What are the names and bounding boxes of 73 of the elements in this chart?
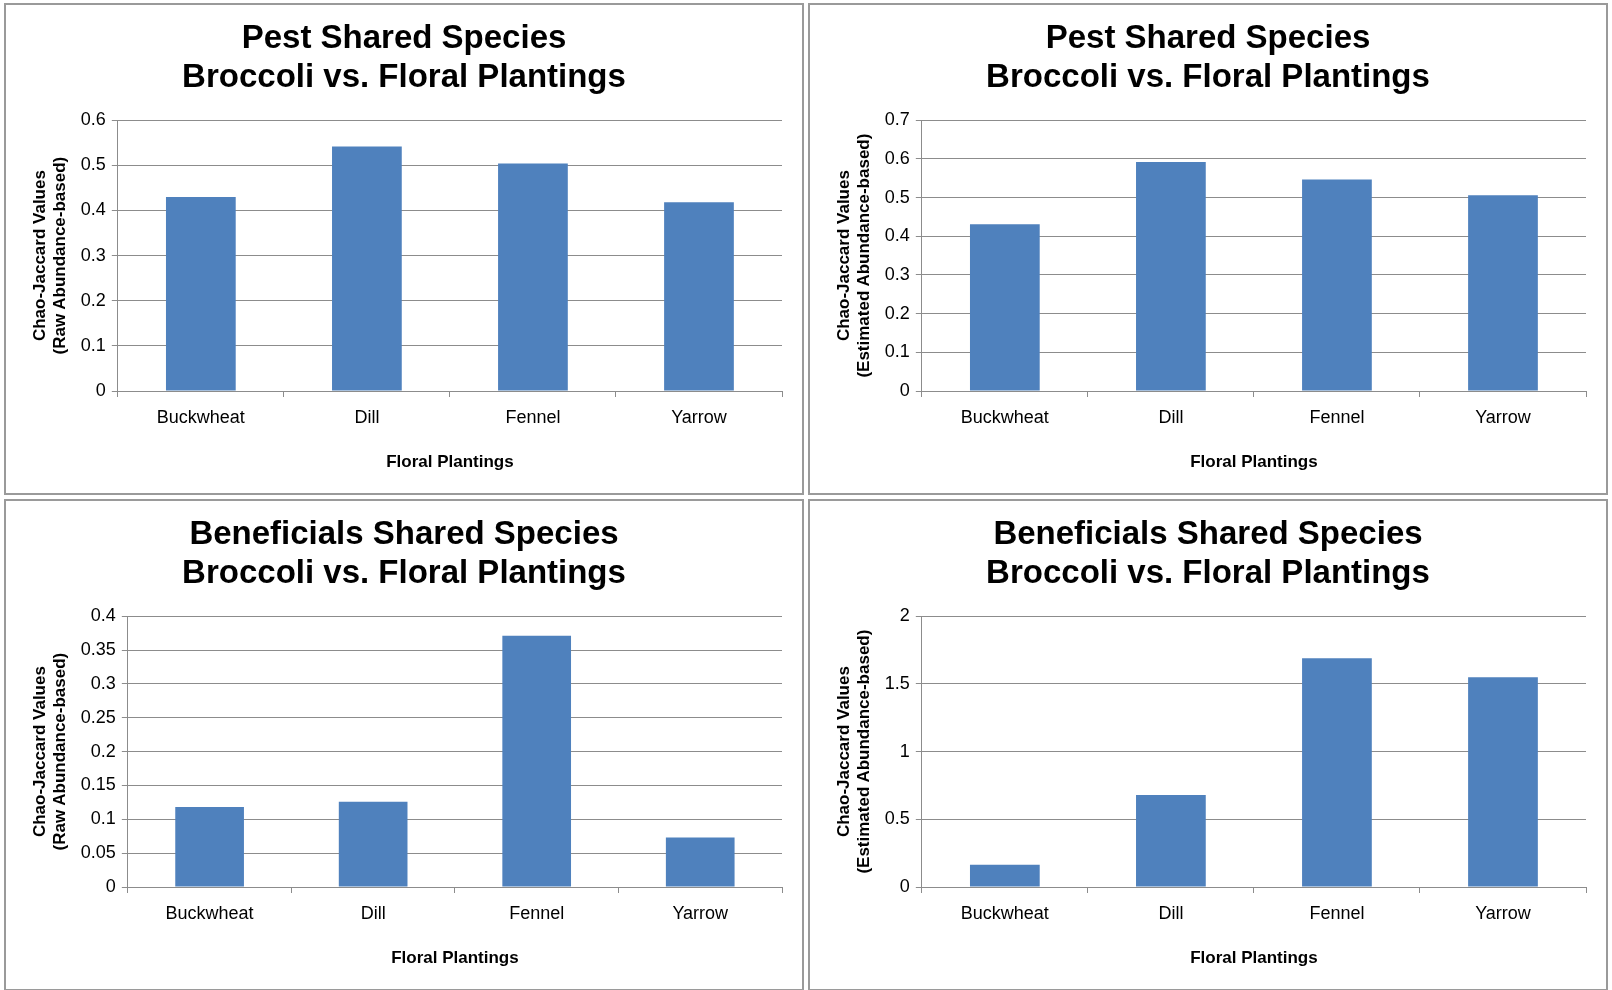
- x-axis-title: Floral Plantings: [1190, 452, 1318, 472]
- y-tick-label: 0.4: [80, 199, 106, 220]
- y-tick-label: 0.4: [884, 225, 910, 246]
- y-tick-label: 0.6: [80, 109, 106, 130]
- x-tick-label: Dill: [1158, 902, 1184, 923]
- y-tick-label: 0.1: [90, 808, 116, 829]
- y-tick-label: 0.3: [884, 263, 910, 284]
- y-axis-title: Chao-Jaccard Values (Estimated Abundance-based): [833, 133, 874, 378]
- y-tick-label: 0.15: [80, 774, 116, 795]
- bar: [175, 807, 244, 887]
- bar: [1302, 658, 1372, 887]
- y-tick-label: 0.5: [80, 154, 106, 175]
- x-tick-label: Yarrow: [672, 902, 730, 923]
- x-tick-label: Yarrow: [671, 406, 728, 427]
- y-axis-title: Chao-Jaccard Values (Raw Abundance-based): [29, 156, 70, 355]
- y-tick-label: 0.7: [884, 109, 910, 130]
- y-tick-label: 0.2: [80, 289, 106, 310]
- y-axis-title: Chao-Jaccard Values (Estimated Abundance-based): [833, 629, 874, 874]
- y-tick-label: 0.2: [90, 740, 116, 761]
- bar: [1136, 794, 1206, 887]
- x-tick-label: Dill: [360, 902, 386, 923]
- x-tick-label: Yarrow: [1475, 406, 1532, 427]
- bar: [1302, 179, 1372, 391]
- x-tick-label: Fennel: [509, 902, 565, 923]
- y-tick-label: 0: [105, 875, 116, 896]
- bar: [498, 163, 568, 391]
- bar: [502, 635, 572, 887]
- bar: [1136, 161, 1206, 391]
- bar: [969, 864, 1040, 887]
- x-tick-label: Dill: [1158, 406, 1184, 427]
- x-tick-label: Buckwheat: [156, 406, 245, 427]
- x-axis-title: Floral Plantings: [386, 452, 514, 472]
- bar: [1468, 195, 1538, 391]
- x-tick-label: Buckwheat: [165, 902, 254, 923]
- y-tick-label: 0: [899, 379, 910, 400]
- y-tick-label: 0: [899, 875, 910, 896]
- y-tick-label: 0: [95, 379, 106, 400]
- y-tick-label: 0.1: [884, 341, 910, 362]
- x-axis-title: Floral Plantings: [391, 948, 519, 968]
- y-tick-label: 0.2: [884, 302, 910, 323]
- y-tick-label: 0.5: [884, 186, 910, 207]
- x-tick-label: Buckwheat: [960, 406, 1049, 427]
- y-axis-title: Chao-Jaccard Values (Raw Abundance-based): [29, 652, 70, 851]
- y-tick-label: 0.6: [884, 147, 910, 168]
- x-tick-label: Fennel: [1309, 406, 1365, 427]
- x-tick-label: Fennel: [1309, 902, 1365, 923]
- bar: [664, 202, 734, 391]
- chart-title: Beneficials Shared Species Broccoli vs. Floral Plantings: [986, 513, 1430, 591]
- bar: [665, 837, 735, 887]
- bar: [969, 224, 1040, 391]
- bar: [338, 801, 408, 887]
- y-tick-label: 1: [899, 740, 910, 761]
- y-tick-label: 0.3: [90, 672, 116, 693]
- x-tick-label: Dill: [354, 406, 380, 427]
- chart-title: Beneficials Shared Species Broccoli vs. Floral Plantings: [182, 513, 626, 591]
- bar: [332, 146, 402, 391]
- y-tick-label: 0.25: [80, 706, 116, 727]
- x-tick-label: Yarrow: [1475, 902, 1532, 923]
- x-tick-label: Buckwheat: [960, 902, 1049, 923]
- y-tick-label: 0.4: [90, 605, 116, 626]
- chart-title: Pest Shared Species Broccoli vs. Floral Plantings: [986, 17, 1430, 95]
- bar: [1468, 677, 1538, 887]
- y-tick-label: 0.35: [80, 639, 116, 660]
- y-tick-label: 2: [899, 605, 910, 626]
- y-tick-label: 0.3: [80, 244, 106, 265]
- y-tick-label: 0.5: [884, 808, 910, 829]
- bar: [165, 196, 236, 391]
- x-axis-title: Floral Plantings: [1190, 948, 1318, 968]
- x-tick-label: Fennel: [505, 406, 561, 427]
- chart-title: Pest Shared Species Broccoli vs. Floral Plantings: [182, 17, 626, 95]
- y-tick-label: 0.05: [80, 842, 116, 863]
- y-tick-label: 0.1: [80, 334, 106, 355]
- y-tick-label: 1.5: [884, 672, 910, 693]
